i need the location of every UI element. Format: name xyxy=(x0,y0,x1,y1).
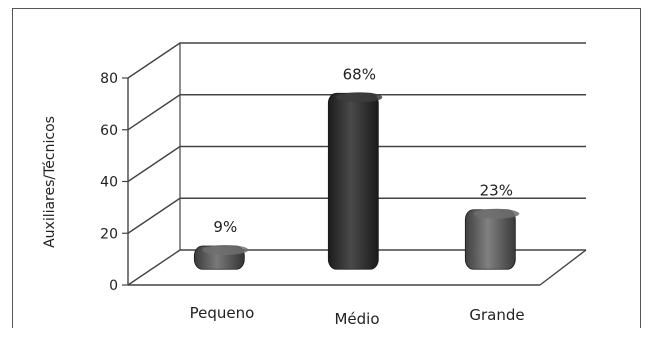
x-tick-label-grande: Grande xyxy=(469,306,524,324)
x-tick-label-médio: Médio xyxy=(334,310,379,328)
bar-médio xyxy=(327,92,379,270)
y-axis: 0 20 40 60 80 xyxy=(100,71,129,294)
bars xyxy=(193,92,520,270)
x-axis-labels: Pequeno Médio Grande xyxy=(190,304,525,328)
y-tick-label: 80 xyxy=(100,71,118,87)
bar-top-grande xyxy=(473,208,520,219)
bar-top-pequeno xyxy=(202,244,249,255)
y-tick-label: 20 xyxy=(100,226,118,242)
x-tick-label-pequeno: Pequeno xyxy=(190,304,255,322)
data-label-médio: 68% xyxy=(343,65,376,83)
bar-top-médio xyxy=(336,92,383,103)
data-label-grande: 23% xyxy=(480,182,513,200)
gridlines xyxy=(127,42,587,286)
y-tick-label: 60 xyxy=(100,123,118,139)
floor-right-edge xyxy=(539,249,587,286)
y-axis-label: Auxiliares/Técnicos xyxy=(42,116,58,248)
bar-grande xyxy=(464,209,516,270)
y-tick-label: 40 xyxy=(100,175,118,191)
y-tick-label: 0 xyxy=(109,278,118,294)
data-labels: 9% 68% 23% xyxy=(213,65,513,236)
data-label-pequeno: 9% xyxy=(213,218,237,236)
chart-frame xyxy=(12,8,641,328)
